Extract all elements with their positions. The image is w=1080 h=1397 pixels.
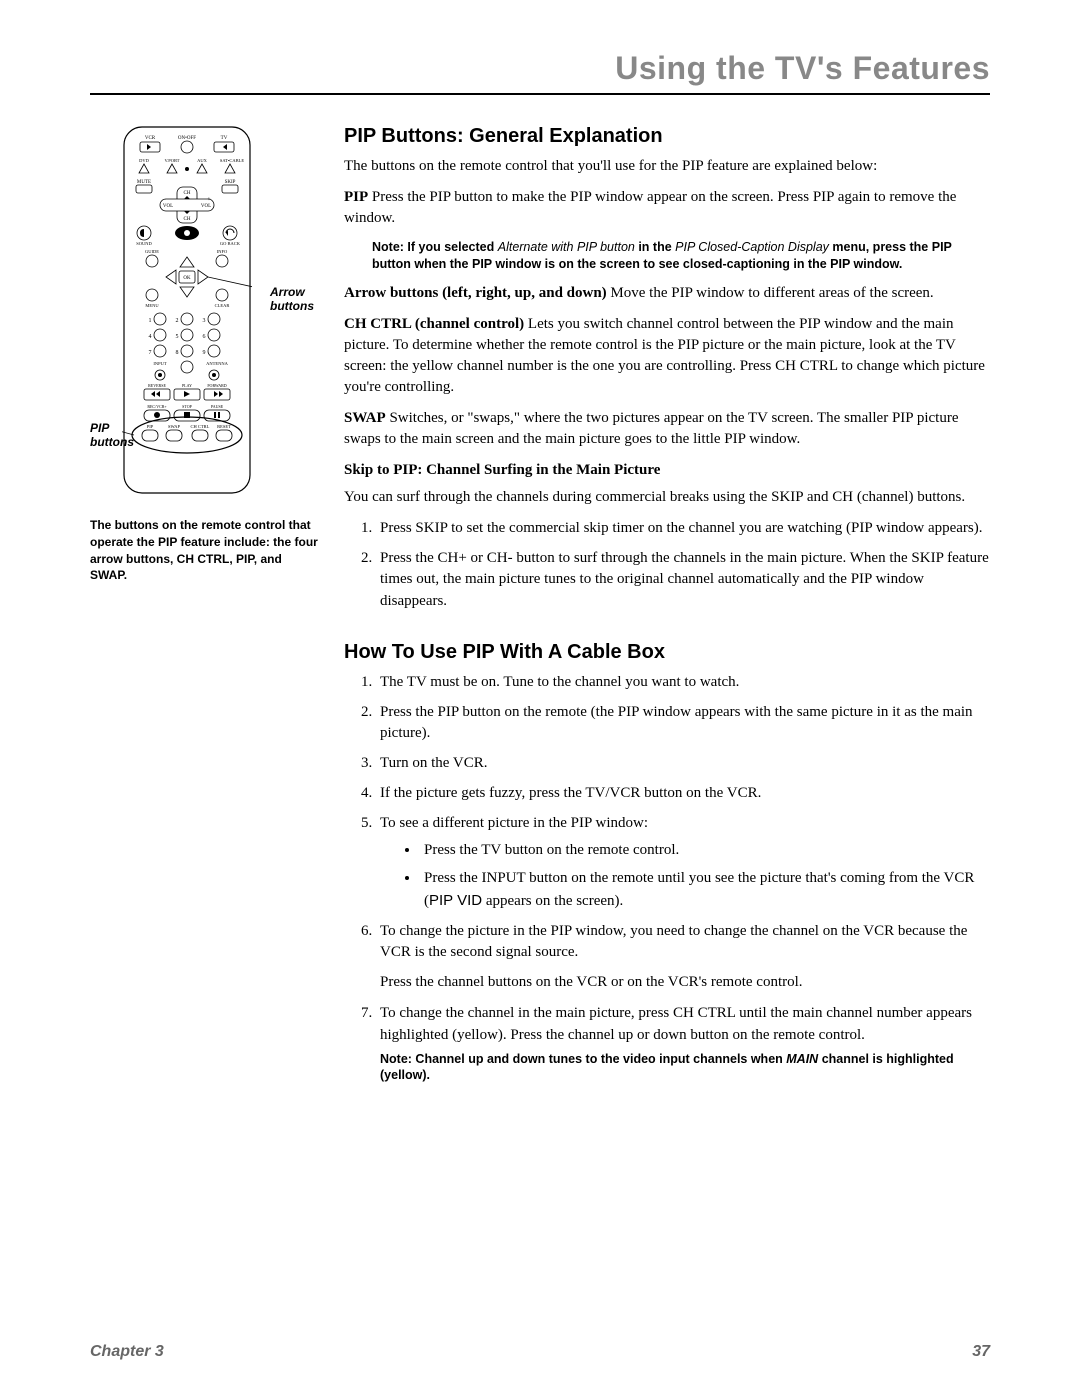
footer-chapter: Chapter 3 bbox=[90, 1343, 164, 1361]
pip-text: Press the PIP button to make the PIP win… bbox=[344, 189, 956, 226]
svg-text:GUIDE: GUIDE bbox=[145, 249, 159, 254]
svg-text:CH: CH bbox=[184, 217, 191, 222]
cable-step-5-text: To see a different picture in the PIP wi… bbox=[380, 815, 648, 831]
remote-diagram: VCR ON•OFF TV DVD V.PORT AUX SAT•CABLE bbox=[90, 125, 320, 505]
svg-text:PAUSE: PAUSE bbox=[211, 404, 224, 409]
cable-steps: The TV must be on. Tune to the channel y… bbox=[344, 672, 990, 1085]
svg-text:ANTENNA: ANTENNA bbox=[206, 361, 228, 366]
svg-text:9: 9 bbox=[203, 350, 206, 356]
cable-step-6: To change the picture in the PIP window,… bbox=[376, 921, 990, 994]
cable-step-7: To change the channel in the main pictur… bbox=[376, 1003, 990, 1084]
section2-heading: How To Use PIP With A Cable Box bbox=[344, 641, 990, 664]
section1-intro: The buttons on the remote control that y… bbox=[344, 156, 990, 177]
label-arrow-buttons: Arrow buttons bbox=[270, 285, 320, 314]
svg-text:INPUT: INPUT bbox=[153, 361, 167, 366]
svg-text:SOUND: SOUND bbox=[136, 241, 152, 246]
svg-text:SAT•CABLE: SAT•CABLE bbox=[220, 158, 245, 163]
svg-text:CLEAR: CLEAR bbox=[215, 303, 230, 308]
cn-a: Note: Channel up and down tunes to the v… bbox=[380, 1052, 786, 1066]
section1-heading: PIP Buttons: General Explanation bbox=[344, 125, 990, 148]
c5b-b: appears on the screen). bbox=[482, 893, 623, 909]
svg-text:1: 1 bbox=[149, 318, 152, 324]
page-header-title: Using the TV's Features bbox=[90, 50, 990, 87]
label-pip-buttons: PIP buttons bbox=[90, 421, 150, 450]
svg-text:RESET: RESET bbox=[217, 424, 231, 429]
content-area: VCR ON•OFF TV DVD V.PORT AUX SAT•CABLE bbox=[90, 125, 990, 1094]
svg-text:SWAP: SWAP bbox=[168, 424, 181, 429]
svg-text:REC/VCR+: REC/VCR+ bbox=[147, 404, 167, 409]
ch-term: CH CTRL (channel control) bbox=[344, 316, 524, 332]
svg-text:MENU: MENU bbox=[145, 303, 159, 308]
chctrl-paragraph: CH CTRL (channel control) Lets you switc… bbox=[344, 314, 990, 398]
arrow-paragraph: Arrow buttons (left, right, up, and down… bbox=[344, 283, 990, 304]
arrow-text: Move the PIP window to different areas o… bbox=[607, 285, 934, 301]
left-column: VCR ON•OFF TV DVD V.PORT AUX SAT•CABLE bbox=[90, 125, 320, 1094]
swap-text: Switches, or "swaps," where the two pict… bbox=[344, 410, 958, 447]
c7: To change the channel in the main pictur… bbox=[380, 1005, 972, 1043]
cable-step-4: If the picture gets fuzzy, press the TV/… bbox=[376, 783, 990, 805]
svg-text:4: 4 bbox=[149, 334, 152, 340]
right-column: PIP Buttons: General Explanation The but… bbox=[344, 125, 990, 1094]
cable-step-5b: Press the INPUT button on the remote unt… bbox=[420, 868, 990, 913]
svg-text:3: 3 bbox=[203, 318, 206, 324]
svg-text:INFO: INFO bbox=[217, 249, 228, 254]
cable-step-2: Press the PIP button on the remote (the … bbox=[376, 702, 990, 746]
skip-steps: Press SKIP to set the commercial skip ti… bbox=[344, 518, 990, 613]
pip-paragraph: PIP Press the PIP button to make the PIP… bbox=[344, 187, 990, 229]
c6a: To change the picture in the PIP window,… bbox=[380, 923, 967, 961]
svg-text:6: 6 bbox=[203, 334, 206, 340]
skip-step-1: Press SKIP to set the commercial skip ti… bbox=[376, 518, 990, 540]
page: Using the TV's Features VCR ON•OFF TV bbox=[0, 0, 1080, 1397]
arrow-term: Arrow buttons (left, right, up, and down… bbox=[344, 285, 607, 301]
svg-text:SKIP: SKIP bbox=[225, 180, 236, 185]
note-1: Note: If you selected Alternate with PIP… bbox=[372, 239, 990, 273]
svg-text:MUTE: MUTE bbox=[137, 180, 151, 185]
svg-text:OK: OK bbox=[183, 276, 191, 281]
note1-d: PIP Closed-Caption Display bbox=[675, 240, 829, 254]
svg-text:VOL: VOL bbox=[163, 204, 173, 209]
cable-step-1: The TV must be on. Tune to the channel y… bbox=[376, 672, 990, 694]
skip-intro: You can surf through the channels during… bbox=[344, 487, 990, 508]
svg-text:VOL: VOL bbox=[201, 204, 211, 209]
skip-step-2: Press the CH+ or CH- button to surf thro… bbox=[376, 548, 990, 613]
cn-b: MAIN bbox=[786, 1052, 818, 1066]
svg-text:7: 7 bbox=[149, 350, 152, 356]
svg-text:DVD: DVD bbox=[139, 158, 149, 163]
page-footer: Chapter 3 37 bbox=[90, 1343, 990, 1361]
svg-text:PLAY: PLAY bbox=[182, 383, 192, 388]
footer-page-number: 37 bbox=[972, 1343, 990, 1361]
svg-text:FORWARD: FORWARD bbox=[207, 383, 226, 388]
svg-text:2: 2 bbox=[176, 318, 179, 324]
svg-text:TV: TV bbox=[221, 136, 228, 141]
swap-paragraph: SWAP Switches, or "swaps," where the two… bbox=[344, 408, 990, 450]
svg-text:AUX: AUX bbox=[197, 158, 207, 163]
cable-note: Note: Channel up and down tunes to the v… bbox=[380, 1051, 990, 1085]
remote-caption: The buttons on the remote control that o… bbox=[90, 517, 320, 584]
skip-subheading: Skip to PIP: Channel Surfing in the Main… bbox=[344, 462, 990, 479]
cable-step-5-sub: Press the TV button on the remote contro… bbox=[380, 840, 990, 912]
svg-text:STOP: STOP bbox=[182, 404, 192, 409]
cable-step-3: Turn on the VCR. bbox=[376, 753, 990, 775]
note1-b: Alternate with PIP button bbox=[498, 240, 635, 254]
cable-step-5a: Press the TV button on the remote contro… bbox=[420, 840, 990, 862]
pip-term: PIP bbox=[344, 189, 368, 205]
svg-text:REVERSE: REVERSE bbox=[148, 383, 166, 388]
svg-text:CH CTRL: CH CTRL bbox=[191, 424, 210, 429]
c6b: Press the channel buttons on the VCR or … bbox=[380, 972, 990, 993]
c5b-code: PIP VID bbox=[429, 892, 482, 909]
swap-term: SWAP bbox=[344, 410, 386, 426]
svg-text:VCR: VCR bbox=[145, 136, 156, 141]
svg-text:5: 5 bbox=[176, 334, 179, 340]
cable-step-5: To see a different picture in the PIP wi… bbox=[376, 813, 990, 913]
svg-text:8: 8 bbox=[176, 350, 179, 356]
svg-text:V.PORT: V.PORT bbox=[164, 158, 179, 163]
note1-c: in the bbox=[635, 240, 675, 254]
svg-text:ON•OFF: ON•OFF bbox=[178, 136, 196, 141]
header-rule bbox=[90, 93, 990, 95]
svg-text:-: - bbox=[164, 197, 166, 203]
svg-text:CH: CH bbox=[184, 191, 191, 196]
svg-text:GO BACK: GO BACK bbox=[220, 241, 241, 246]
note1-a: Note: If you selected bbox=[372, 240, 498, 254]
